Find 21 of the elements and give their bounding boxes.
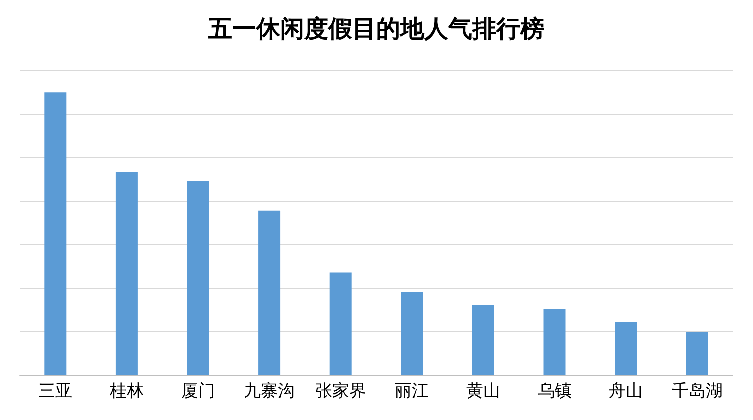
- bar: [544, 309, 566, 375]
- x-tick-label: 张家界: [315, 382, 366, 402]
- x-tick-label: 桂林: [108, 382, 144, 402]
- bar: [401, 292, 424, 375]
- x-tick-label: 千岛湖: [672, 382, 723, 402]
- x-tick-label: 乌镇: [538, 382, 572, 402]
- x-tick-label: 黄山: [466, 382, 500, 402]
- bar: [258, 210, 281, 375]
- bar: [472, 305, 494, 375]
- bar: [615, 322, 638, 375]
- x-tick-label: 舟山: [609, 382, 644, 402]
- x-tick-label: 三亚: [38, 382, 73, 402]
- bar: [116, 172, 138, 375]
- x-tick-label: 厦门: [181, 382, 216, 402]
- x-tick-label: 丽江: [395, 382, 430, 402]
- x-tick-label: 九寨沟: [244, 382, 296, 402]
- bar: [187, 182, 210, 375]
- chart-title: 五一休闲度假目的地人气排行榜: [208, 15, 544, 43]
- bar: [686, 332, 708, 375]
- bar: [330, 272, 352, 375]
- bar: [44, 92, 67, 375]
